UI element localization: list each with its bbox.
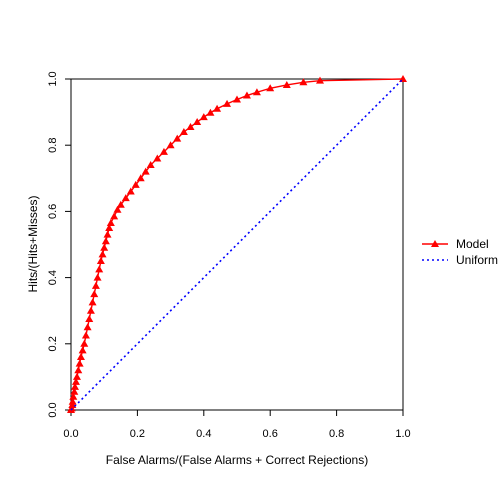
y-tick-label: 0.0 [47, 402, 59, 417]
model-point [266, 84, 275, 92]
model-point [96, 257, 105, 265]
legend: Model Uniform [422, 237, 498, 267]
model-point [131, 180, 140, 188]
x-axis-title: False Alarms/(False Alarms + Correct Rej… [106, 453, 368, 467]
uniform-line [70, 78, 404, 411]
model-point [233, 95, 241, 103]
model-point [85, 314, 94, 322]
model-point [316, 76, 324, 84]
y-tick-label: 0.8 [47, 138, 59, 153]
model-point [199, 113, 208, 121]
model-point [76, 353, 85, 361]
model-point [252, 88, 261, 96]
model-point [110, 212, 119, 220]
model-point [78, 346, 87, 354]
y-tick-label: 0.2 [47, 336, 59, 351]
model-point [136, 174, 145, 182]
model-point [242, 91, 251, 99]
model-point [106, 218, 115, 226]
legend-label-model: Model [456, 237, 489, 251]
model-point [75, 359, 84, 367]
model-point [93, 273, 102, 281]
model-point [95, 265, 104, 273]
y-tick-label: 0.6 [47, 204, 59, 219]
x-tick-label: 1.0 [395, 428, 410, 440]
model-point [69, 392, 78, 400]
x-tick-label: 0.4 [196, 428, 211, 440]
model-point [98, 250, 107, 258]
model-point [116, 200, 125, 208]
model-point [186, 122, 195, 130]
x-tick-label: 0.2 [130, 428, 145, 440]
series-model [67, 75, 407, 413]
model-point [113, 205, 122, 213]
model-point [153, 154, 162, 162]
model-point [91, 281, 100, 289]
model-point [173, 134, 182, 142]
model-point [193, 118, 202, 126]
model-point [282, 80, 291, 88]
model-point [299, 78, 308, 86]
model-point [80, 339, 89, 347]
series-layer [67, 75, 407, 413]
plot-frame [70, 78, 404, 411]
model-point [126, 187, 135, 195]
x-tick-label: 0.8 [329, 428, 344, 440]
model-point [121, 194, 130, 202]
model-point [103, 230, 112, 238]
model-point [223, 99, 232, 107]
model-point [86, 306, 95, 314]
y-tick-label: 1.0 [47, 71, 59, 86]
axes: 0.0 0.2 0.4 0.6 0.8 1.0 0.0 0.2 0.4 0.6 0.8 1.0 [47, 71, 411, 440]
model-point [74, 366, 83, 374]
model-point [83, 323, 92, 331]
model-point [166, 141, 175, 149]
model-point [179, 127, 188, 135]
legend-marker-model [431, 240, 439, 247]
model-point [81, 331, 90, 339]
model-point [70, 387, 79, 395]
model-point [141, 167, 150, 175]
model-point [101, 237, 110, 245]
model-point [105, 223, 114, 231]
model-point [100, 243, 109, 251]
model-point [90, 290, 99, 298]
y-axis-title: Hits/(Hits+Misses) [26, 195, 40, 292]
model-point [68, 397, 77, 405]
model-point [71, 377, 80, 385]
model-point [88, 298, 97, 306]
model-point [213, 104, 222, 112]
model-point [70, 382, 79, 390]
model-point [206, 108, 215, 116]
x-tick-label: 0.0 [63, 428, 78, 440]
x-tick-label: 0.6 [263, 428, 278, 440]
model-point [146, 161, 155, 169]
y-tick-label: 0.4 [47, 270, 59, 285]
legend-label-uniform: Uniform [456, 253, 498, 267]
model-point [72, 372, 81, 380]
series-uniform [70, 78, 404, 411]
model-point [159, 147, 168, 155]
